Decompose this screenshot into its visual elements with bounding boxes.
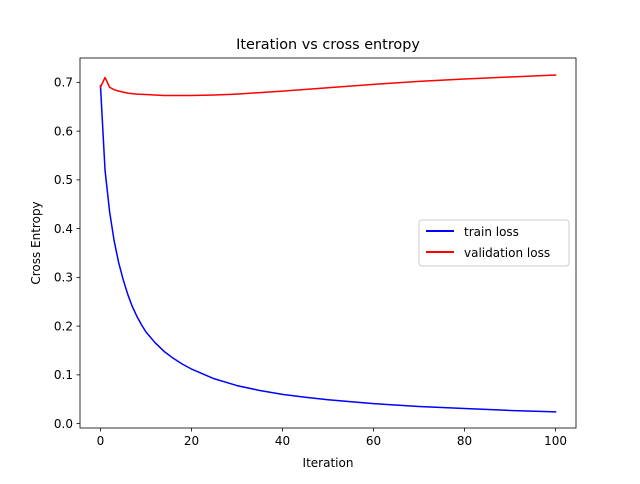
x-tick-label: 100 — [544, 434, 567, 448]
x-axis-label: Iteration — [303, 456, 354, 470]
y-axis-label: Cross Entropy — [29, 201, 43, 284]
y-tick-label: 0.4 — [54, 222, 73, 236]
legend: train loss validation loss — [418, 219, 570, 267]
y-tick-label: 0.0 — [54, 417, 73, 431]
x-tick-label: 0 — [97, 434, 105, 448]
legend-validation-label: validation loss — [464, 246, 550, 260]
x-tick-label: 40 — [275, 434, 290, 448]
axes-frame — [79, 57, 577, 429]
y-axis-ticks: 0.0 0.1 0.2 0.3 0.4 0.5 0.6 0.7 — [54, 76, 80, 431]
x-tick-label: 60 — [366, 434, 381, 448]
y-tick-label: 0.6 — [54, 124, 73, 138]
y-tick-label: 0.2 — [54, 319, 73, 333]
plot-area — [99, 74, 557, 413]
series-line-validation-loss — [99, 74, 557, 97]
y-tick-label: 0.5 — [54, 173, 73, 187]
legend-train-label: train loss — [464, 225, 519, 239]
series-line-train-loss — [99, 85, 557, 413]
y-tick-label: 0.3 — [54, 271, 73, 285]
x-axis-ticks: 0 20 40 60 80 100 — [97, 428, 567, 448]
chart-title: Iteration vs cross entropy — [236, 37, 420, 53]
x-tick-label: 80 — [457, 434, 472, 448]
y-tick-label: 0.1 — [54, 368, 73, 382]
y-tick-label: 0.7 — [54, 76, 73, 90]
x-tick-label: 20 — [184, 434, 199, 448]
legend-box — [418, 219, 570, 267]
